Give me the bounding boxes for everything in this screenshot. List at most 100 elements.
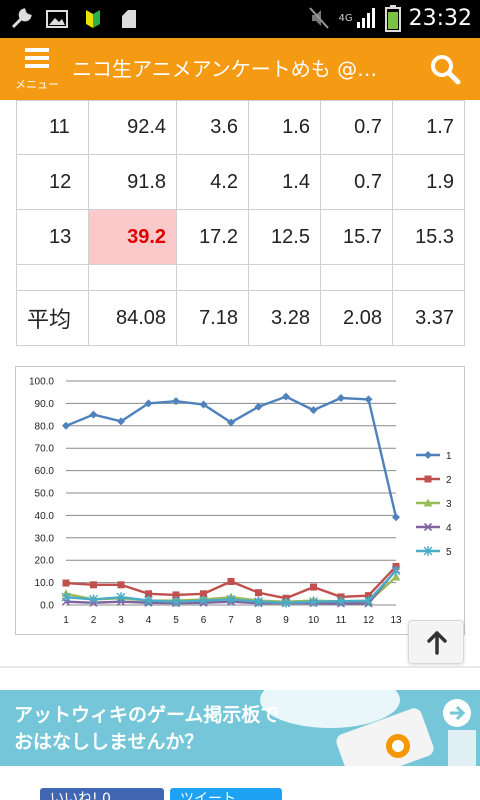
table-cell <box>248 264 321 291</box>
table-cell <box>319 264 393 291</box>
data-point <box>254 402 263 411</box>
signal-icon <box>356 8 375 28</box>
data-point <box>144 595 153 606</box>
beginner-mark-icon <box>86 10 100 28</box>
ad-banner[interactable]: アットウィキのゲーム掲示板で おはなししませんか？ <box>0 690 480 766</box>
table-cell: 39.2 <box>87 209 178 265</box>
table-cell: 1.9 <box>391 154 466 210</box>
app-icon <box>122 10 136 28</box>
data-point <box>89 410 98 419</box>
data-point <box>255 589 262 597</box>
table-row: 13 39.2 17.2 12.5 15.7 15.3 <box>16 209 466 265</box>
y-tick-label: 50.0 <box>35 489 55 500</box>
table-cell: 15.3 <box>391 209 466 265</box>
table-row: 12 91.8 4.2 1.4 0.7 1.9 <box>16 154 466 210</box>
legend-label: 5 <box>446 547 452 558</box>
x-tick-label: 13 <box>390 615 402 626</box>
y-tick-label: 0.0 <box>40 601 54 612</box>
table-cell: 1.7 <box>391 100 466 155</box>
x-tick-label: 7 <box>228 615 234 626</box>
x-tick-label: 10 <box>308 615 320 626</box>
x-tick-label: 2 <box>91 615 97 626</box>
data-point <box>392 513 400 522</box>
data-point <box>62 579 70 587</box>
image-icon <box>46 10 68 28</box>
x-tick-label: 12 <box>363 615 375 626</box>
row-label: 平均 <box>16 290 89 346</box>
data-point <box>310 583 317 591</box>
data-point <box>227 418 235 427</box>
data-point <box>423 546 433 556</box>
y-tick-label: 10.0 <box>35 578 55 589</box>
series-line <box>65 395 398 518</box>
menu-button[interactable]: メニュー <box>10 46 64 96</box>
data-point <box>309 406 318 415</box>
chart-svg: 0.0 10.0 20.0 30.0 40.0 50.0 60.0 70.0 80.0 90.0 1… <box>29 377 452 627</box>
row-label: 12 <box>16 154 89 210</box>
data-point <box>423 498 433 507</box>
data-point <box>309 596 318 607</box>
data-point <box>424 451 432 459</box>
data-point <box>254 596 263 607</box>
data-point <box>172 397 180 406</box>
y-tick-label: 90.0 <box>35 399 55 410</box>
main-content: 11 92.4 3.6 1.6 0.7 1.7 12 91.8 4.2 1.4 0.7 1.9 13 39… <box>0 100 480 800</box>
data-point <box>282 392 290 401</box>
y-tick-label: 70.0 <box>35 444 55 455</box>
data-point <box>90 581 97 589</box>
menu-label: メニュー <box>15 78 59 91</box>
table-cell: 15.7 <box>319 209 393 265</box>
table-cell: 7.18 <box>176 290 249 346</box>
table-cell: 4.2 <box>176 154 249 210</box>
data-point <box>391 572 401 581</box>
data-point <box>364 595 373 606</box>
data-point <box>423 522 433 532</box>
results-table: 11 92.4 3.6 1.6 0.7 1.7 12 91.8 4.2 1.4 0.7 1.9 13 39… <box>16 100 466 346</box>
banner-decoration <box>260 690 476 766</box>
data-point <box>117 581 125 589</box>
hamburger-icon <box>25 48 49 68</box>
tweet-button[interactable]: ツイート <box>170 788 282 800</box>
search-icon[interactable] <box>428 52 462 86</box>
banner-line-1: アットウィキのゲーム掲示板で <box>14 704 280 726</box>
data-point <box>364 395 373 404</box>
table-row: 11 92.4 3.6 1.6 0.7 1.7 <box>16 100 466 155</box>
table-cell: 91.8 <box>87 154 178 210</box>
table-cell: 1.4 <box>248 154 321 210</box>
data-point <box>116 592 126 603</box>
y-tick-label: 30.0 <box>35 533 55 544</box>
arrow-right-icon <box>443 699 471 727</box>
data-point <box>61 592 71 603</box>
y-tick-label: 20.0 <box>35 556 55 567</box>
x-tick-label: 11 <box>336 615 347 626</box>
y-tick-label: 100.0 <box>29 377 54 388</box>
x-tick-label: 8 <box>256 615 262 626</box>
line-chart: 0.0 10.0 20.0 30.0 40.0 50.0 60.0 70.0 80.0 90.0 1… <box>15 366 465 635</box>
data-point <box>365 592 372 600</box>
row-label <box>16 264 89 291</box>
row-label: 11 <box>16 100 89 155</box>
arrow-up-icon <box>427 631 447 655</box>
data-point <box>145 590 152 598</box>
x-tick-label: 9 <box>283 615 289 626</box>
table-cell <box>176 264 249 291</box>
status-bar: 4G 23:32 <box>0 0 480 38</box>
mute-icon <box>309 7 330 29</box>
x-tick-label: 4 <box>146 615 152 626</box>
data-point <box>281 597 291 608</box>
data-point <box>62 421 70 430</box>
table-row: 平均 84.08 7.18 3.28 2.08 3.37 <box>16 290 466 346</box>
x-tick-label: 6 <box>201 615 207 626</box>
data-point <box>226 594 236 605</box>
data-point <box>227 577 235 585</box>
scroll-to-top-button[interactable] <box>408 620 464 664</box>
table-cell: 92.4 <box>87 100 178 155</box>
table-cell: 3.6 <box>176 100 249 155</box>
page-title: ニコ生アニメアンケートめも @… <box>72 57 378 81</box>
table-cell: 1.6 <box>248 100 321 155</box>
legend-label: 3 <box>446 499 452 510</box>
app-bar: メニュー ニコ生アニメアンケートめも @… <box>0 38 480 100</box>
table-cell: 3.37 <box>391 290 466 346</box>
data-point <box>391 565 401 576</box>
like-button[interactable]: いいね! 0 <box>40 788 164 800</box>
